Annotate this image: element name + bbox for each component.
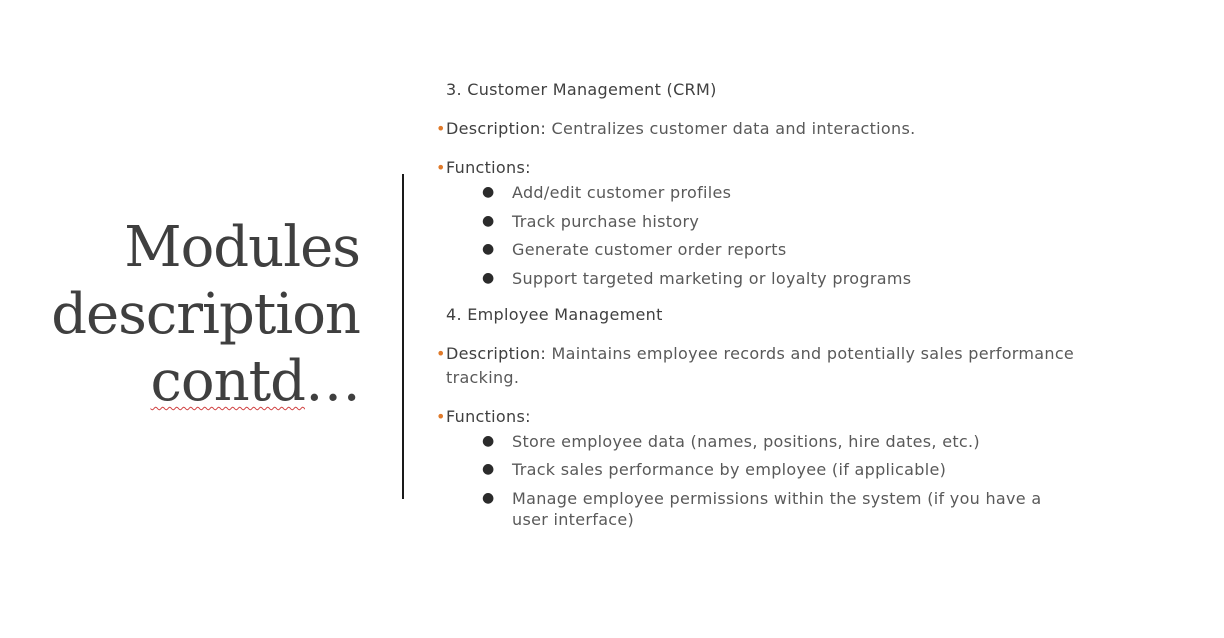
functions-list-employee: ● Store employee data (names, positions, … (436, 431, 1136, 530)
description-text: Maintains employee records and potential… (446, 343, 1075, 387)
bullet-icon: • (436, 406, 446, 426)
bullet-icon: • (436, 158, 446, 177)
title-line-3: contd… (51, 348, 362, 415)
description-paragraph-employee: • Description: Maintains employee records… (436, 342, 1136, 390)
list-item-text: Track purchase history (512, 211, 700, 231)
functions-list-crm: ● Add/edit customer profiles ● Track purch… (436, 182, 1136, 289)
section-heading-crm: 3. Customer Management (CRM) (446, 80, 717, 99)
bullet-dot-icon: ● (482, 241, 495, 257)
functions-heading-crm: • Functions: (436, 156, 1136, 180)
list-item-text: Track sales performance by employee (if … (512, 460, 947, 479)
list-item: ● Store employee data (names, positions, … (436, 431, 1052, 452)
bullet-dot-icon: ● (482, 489, 495, 506)
bullet-icon: • (436, 343, 446, 363)
functions-heading-employee: • Functions: (436, 405, 1136, 429)
description-label: Description: (446, 119, 547, 138)
vertical-divider (402, 174, 404, 499)
list-item: ● Track purchase history (436, 211, 1052, 232)
list-item: ● Generate customer order reports (436, 239, 1052, 260)
description-label: Description: (446, 343, 547, 363)
list-item: ● Manage employee permissions within the … (436, 488, 1052, 530)
functions-label: Functions: (446, 406, 531, 426)
list-item-text: Generate customer order reports (512, 240, 787, 259)
list-item-text: Manage employee permissions within the s… (512, 488, 1042, 529)
slide-title: Modules description contd… (51, 214, 362, 415)
section-heading-employee: 4. Employee Management (446, 304, 663, 324)
description-paragraph-crm: • Description: Centralizes customer data … (436, 117, 1136, 141)
bullet-dot-icon: ● (482, 461, 495, 477)
bullet-dot-icon: ● (482, 432, 495, 449)
list-item: ● Add/edit customer profiles (436, 182, 1052, 203)
title-line-2: description (51, 282, 361, 347)
title-line-3-suffix: … (305, 349, 361, 414)
list-item: ● Support targeted marketing or loyalty p… (436, 268, 1052, 289)
description-text: Centralizes customer data and interactio… (546, 119, 916, 138)
content-body: 3. Customer Management (CRM) • Descriptio… (436, 78, 1136, 544)
title-line-3-word: contd (150, 349, 306, 414)
list-item-text: Support targeted marketing or loyalty pr… (512, 268, 912, 288)
bullet-icon: • (436, 119, 446, 138)
list-item: ● Track sales performance by employee (if… (436, 459, 1052, 480)
bullet-dot-icon: ● (482, 184, 495, 200)
bullet-dot-icon: ● (482, 212, 495, 229)
list-item-text: Add/edit customer profiles (512, 183, 732, 202)
list-item-text: Store employee data (names, positions, h… (512, 431, 980, 451)
functions-label: Functions: (446, 158, 531, 177)
title-line-1: Modules (124, 215, 361, 280)
bullet-dot-icon: ● (482, 269, 495, 286)
